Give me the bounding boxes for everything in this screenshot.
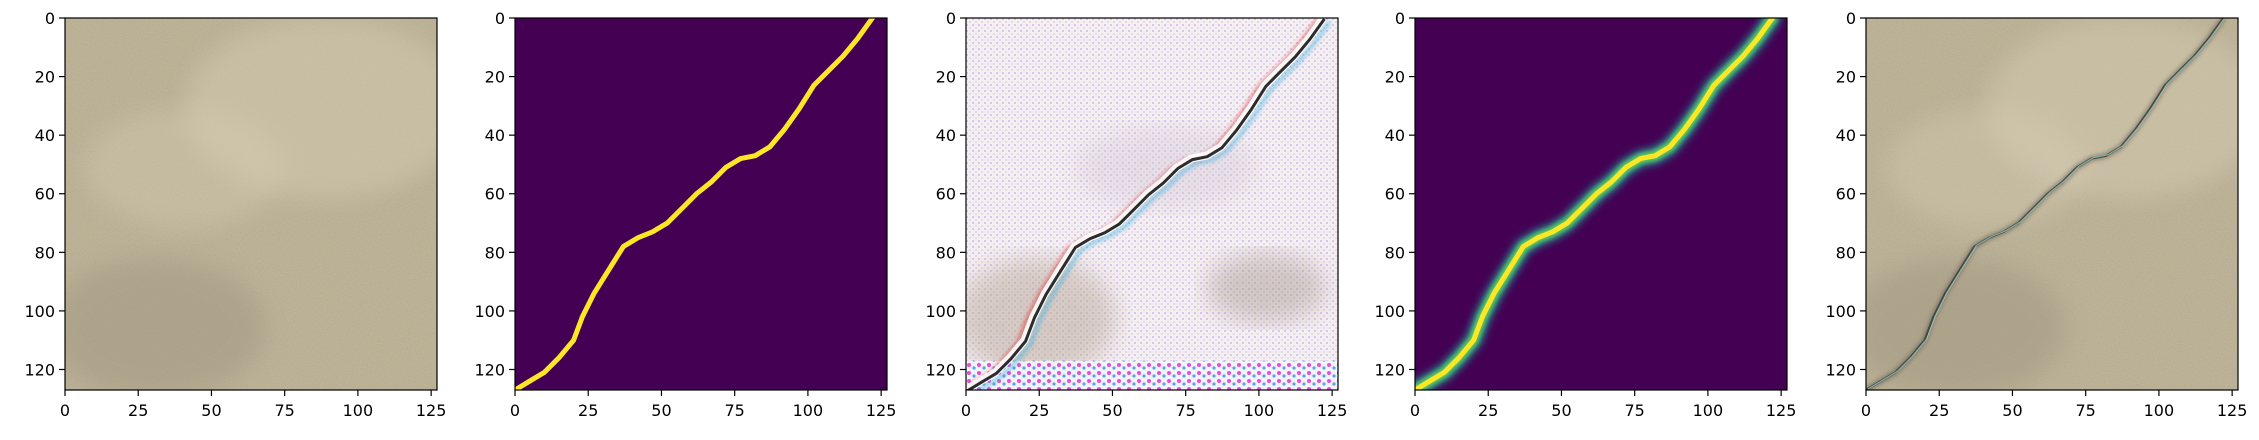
panel-3-ytick-label-40: 40 [936, 126, 956, 145]
panel-1-xtick-label-100: 100 [343, 401, 374, 420]
panel-3-xtick-label-50: 50 [1102, 401, 1122, 420]
panel-5-ytick-label-60: 60 [1836, 185, 1856, 204]
panel-3-ytick-label-0: 0 [946, 9, 956, 28]
panel-4-ytick-label-20: 20 [1385, 68, 1405, 87]
panel-5-xtick-label-25: 25 [1929, 401, 1949, 420]
panel-3-xtick-label-100: 100 [1244, 401, 1275, 420]
panel-1-ytick-label-20: 20 [35, 68, 55, 87]
panel-3-ytick-label-60: 60 [936, 185, 956, 204]
panel-2-xtick-label-25: 25 [578, 401, 598, 420]
panel-4-xtick-label-25: 25 [1478, 401, 1498, 420]
panel-1-ytick-label-0: 0 [45, 9, 55, 28]
panel-1-ytick-label-80: 80 [35, 243, 55, 262]
panel-1-ytick-label-100: 100 [24, 302, 55, 321]
panel-2-xtick-label-0: 0 [510, 401, 520, 420]
panel-5-photo-overlay: 0 25 50 75 100 125 0 20 40 60 80 100 120 [1825, 9, 2248, 420]
panel-5-xtick-label-75: 75 [2076, 401, 2096, 420]
panel-4-xtick-label-125: 125 [1766, 401, 1797, 420]
panel-2-xtick-label-125: 125 [866, 401, 897, 420]
panel-2-xtick-label-100: 100 [793, 401, 824, 420]
panel-5-ytick-label-20: 20 [1836, 68, 1856, 87]
panel-2-ytick-label-100: 100 [474, 302, 505, 321]
panel-3-ytick-label-20: 20 [936, 68, 956, 87]
panel-2-binary-mask: 0 25 50 75 100 125 0 20 40 60 80 100 120 [474, 9, 896, 420]
panel-5-ytick-label-40: 40 [1836, 126, 1856, 145]
panel-5-ytick-label-80: 80 [1836, 243, 1856, 262]
panel-5-xtick-label-100: 100 [2144, 401, 2175, 420]
panel-4-ytick-label-40: 40 [1385, 126, 1405, 145]
panel-4-frame [1414, 17, 1788, 391]
panel-4-xtick-label-75: 75 [1625, 401, 1645, 420]
panel-3-xtick-label-0: 0 [961, 401, 971, 420]
panel-5-xtick-label-50: 50 [2002, 401, 2022, 420]
panel-1-ytick-label-40: 40 [35, 126, 55, 145]
panel-2-ytick-label-80: 80 [485, 243, 505, 262]
panel-3-generated-rgb: 0 25 50 75 100 125 0 20 40 60 80 100 120 [925, 9, 1347, 420]
panel-5-xtick-label-125: 125 [2217, 401, 2248, 420]
panel-1-frame [64, 17, 438, 391]
panel-2-ytick-label-20: 20 [485, 68, 505, 87]
panel-1-xtick-label-75: 75 [275, 401, 295, 420]
panel-1-photo: 0 25 50 75 100 125 0 20 40 60 80 100 120 [24, 9, 447, 420]
panel-2-ytick-label-120: 120 [474, 360, 505, 379]
panel-2-ytick-label-60: 60 [485, 185, 505, 204]
panel-1-xtick-label-50: 50 [201, 401, 221, 420]
panel-2-ytick-label-40: 40 [485, 126, 505, 145]
panel-2-frame [514, 17, 888, 391]
panel-1-ytick-label-120: 120 [24, 360, 55, 379]
panel-1-ytick-label-60: 60 [35, 185, 55, 204]
panel-3-xtick-label-75: 75 [1176, 401, 1196, 420]
panel-1-xtick-label-25: 25 [128, 401, 148, 420]
panel-4-ytick-label-0: 0 [1395, 9, 1405, 28]
panel-3-frame [965, 17, 1339, 391]
panel-3-ytick-label-100: 100 [925, 302, 956, 321]
panel-5-ytick-label-100: 100 [1825, 302, 1856, 321]
panel-3-ytick-label-80: 80 [936, 243, 956, 262]
panel-4-soft-mask: 0 25 50 75 100 125 0 20 40 60 80 100 120 [1374, 9, 1796, 420]
panel-5-ytick-label-0: 0 [1846, 9, 1856, 28]
panel-4-xtick-label-0: 0 [1410, 401, 1420, 420]
panel-3-ytick-label-120: 120 [925, 360, 956, 379]
panel-1-image [65, 18, 437, 390]
panel-1-xtick-label-0: 0 [60, 401, 70, 420]
panel-5-image [1866, 18, 2238, 390]
panel-4-ytick-label-80: 80 [1385, 243, 1405, 262]
panel-5-frame [1865, 17, 2239, 391]
panel-2-image [515, 18, 887, 390]
panel-3-xtick-label-25: 25 [1029, 401, 1049, 420]
panel-4-xtick-label-100: 100 [1693, 401, 1724, 420]
panel-4-ytick-label-100: 100 [1374, 302, 1405, 321]
panel-1-xtick-label-125: 125 [416, 401, 447, 420]
panel-4-image [1415, 18, 1787, 390]
panel-2-ytick-label-0: 0 [495, 9, 505, 28]
panel-3-image [966, 18, 1338, 390]
panel-3-xtick-label-125: 125 [1317, 401, 1348, 420]
panel-5-ytick-label-120: 120 [1825, 360, 1856, 379]
panel-2-xtick-label-50: 50 [651, 401, 671, 420]
panel-4-ytick-label-60: 60 [1385, 185, 1405, 204]
panel-4-ytick-label-120: 120 [1374, 360, 1405, 379]
panel-5-xtick-label-0: 0 [1861, 401, 1871, 420]
panel-4-xtick-label-50: 50 [1551, 401, 1571, 420]
panel-2-xtick-label-75: 75 [725, 401, 745, 420]
